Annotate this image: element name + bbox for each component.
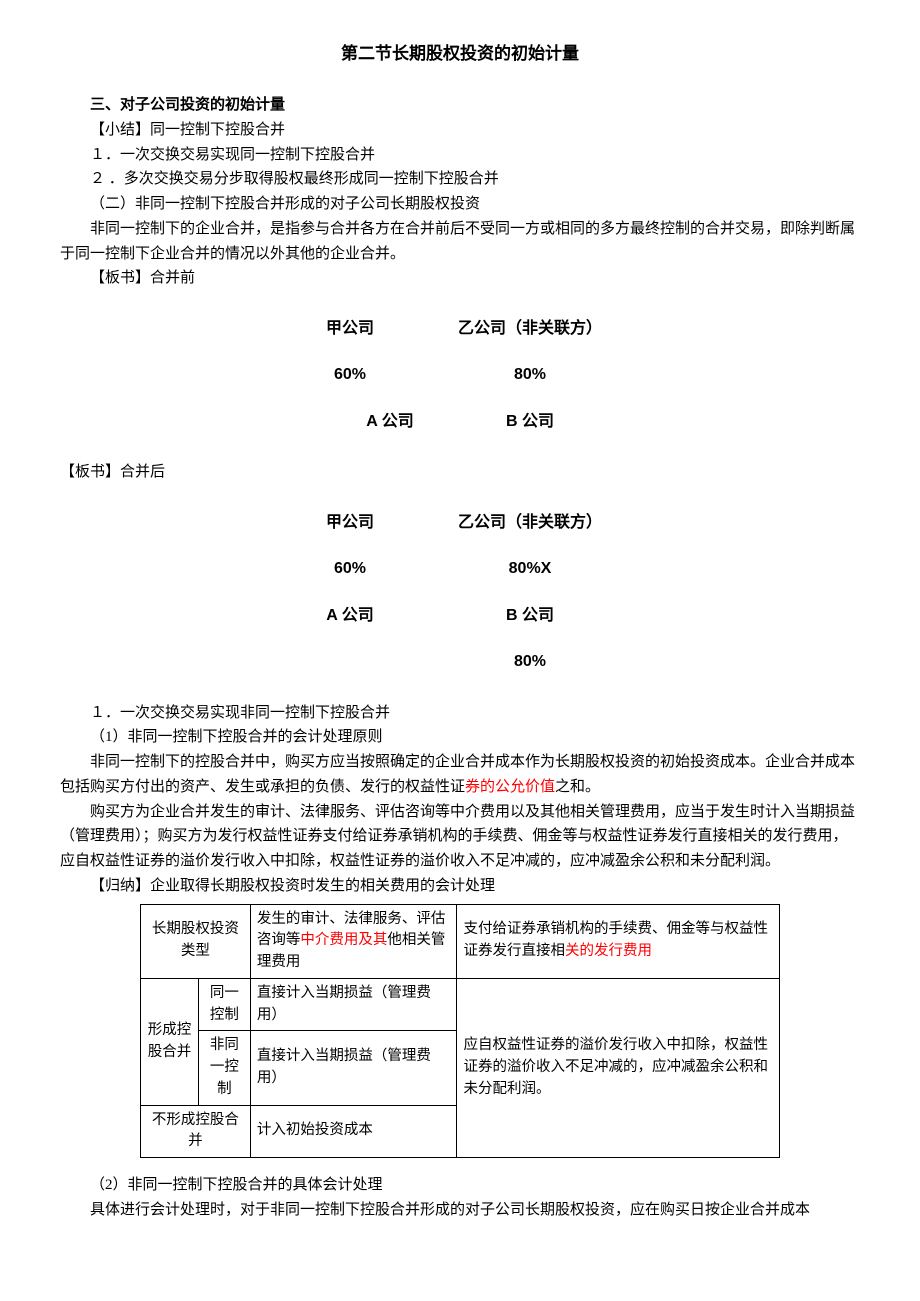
board-label-after: 【板书】合并后 bbox=[60, 460, 860, 485]
table-cell: 应自权益性证券的溢价发行收入中扣除，权益性证券的溢价收入不足冲减的，应冲减盈余公… bbox=[457, 978, 780, 1157]
diagram-node-yi: 乙公司（非关联方） bbox=[450, 316, 610, 342]
paragraph: （二）非同一控制下控股合并形成的对子公司长期股权投资 bbox=[60, 192, 860, 217]
diagram-pct-60: 60% bbox=[310, 362, 390, 388]
diagram-empty bbox=[310, 649, 390, 675]
table-header-type: 长期股权投资类型 bbox=[141, 904, 251, 978]
paragraph: （2）非同一控制下控股合并的具体会计处理 bbox=[60, 1173, 860, 1198]
text-span: 之和。 bbox=[555, 779, 600, 795]
diagram-node-a: A 公司 bbox=[310, 603, 390, 629]
table-cell: 直接计入当期损益（管理费用） bbox=[250, 978, 457, 1031]
paragraph: １．一次交换交易实现同一控制下控股合并 bbox=[60, 143, 860, 168]
paragraph: （1）非同一控制下控股合并的会计处理原则 bbox=[60, 725, 860, 750]
diagram-pct-80-below: 80% bbox=[450, 649, 610, 675]
paragraph: 【归纳】企业取得长期股权投资时发生的相关费用的会计处理 bbox=[60, 874, 860, 899]
diagram-node-jia: 甲公司 bbox=[310, 316, 390, 342]
text-span: 非同一控制下的控股合并中，购买方应当按照确定的企业合并成本作为长期股权投资的初始… bbox=[60, 754, 855, 795]
text-red: 关的发行费用 bbox=[565, 943, 652, 959]
paragraph: 购买方为企业合并发生的审计、法律服务、评估咨询等中介费用以及其他相关管理费用，应… bbox=[60, 800, 860, 874]
paragraph: ２ ．多次交换交易分步取得股权最终形成同一控制下控股合并 bbox=[60, 167, 860, 192]
text-red: 中介费用及其 bbox=[300, 932, 387, 948]
text-red: 券的公允价值 bbox=[465, 779, 555, 795]
table-cell: 不形成控股合并 bbox=[141, 1105, 251, 1158]
paragraph: 非同一控制下的企业合并，是指参与合并各方在合并前后不受同一方或相同的多方最终控制… bbox=[60, 217, 860, 267]
diagram-pct-60: 60% bbox=[310, 556, 390, 582]
table-cell: 形成控股合并 bbox=[141, 978, 199, 1105]
diagram-before-merge: 甲公司 乙公司（非关联方） 60% 80% A 公司 B 公司 bbox=[60, 316, 860, 435]
diagram-node-a: A 公司 bbox=[350, 409, 430, 435]
diagram-pct-80: 80% bbox=[450, 362, 610, 388]
table-cell: 计入初始投资成本 bbox=[250, 1105, 457, 1158]
board-label-before: 【板书】合并前 bbox=[60, 266, 860, 291]
diagram-after-merge: 甲公司 乙公司（非关联方） 60% 80%X A 公司 B 公司 80% bbox=[60, 510, 860, 676]
heading-3: 三、对子公司投资的初始计量 bbox=[60, 93, 860, 118]
paragraph: 具体进行会计处理时，对于非同一控制下控股合并形成的对子公司长期股权投资，应在购买… bbox=[60, 1198, 860, 1223]
paragraph: １．一次交换交易实现非同一控制下控股合并 bbox=[60, 701, 860, 726]
table-header-fee1: 发生的审计、法律服务、评估咨询等中介费用及其他相关管理费用 bbox=[250, 904, 457, 978]
paragraph: 【小结】同一控制下控股合并 bbox=[60, 118, 860, 143]
diagram-node-b: B 公司 bbox=[450, 603, 610, 629]
section-title: 第二节长期股权投资的初始计量 bbox=[60, 40, 860, 68]
diagram-node-b: B 公司 bbox=[490, 409, 570, 435]
fee-table: 长期股权投资类型 发生的审计、法律服务、评估咨询等中介费用及其他相关管理费用 支… bbox=[140, 904, 780, 1159]
paragraph: 非同一控制下的控股合并中，购买方应当按照确定的企业合并成本作为长期股权投资的初始… bbox=[60, 750, 860, 800]
diagram-node-yi: 乙公司（非关联方） bbox=[450, 510, 610, 536]
diagram-node-jia: 甲公司 bbox=[310, 510, 390, 536]
table-header-fee2: 支付给证券承销机构的手续费、佣金等与权益性证券发行直接相关的发行费用 bbox=[457, 904, 780, 978]
table-cell: 直接计入当期损益（管理费用） bbox=[250, 1031, 457, 1105]
table-cell: 同一控制 bbox=[198, 978, 250, 1031]
diagram-pct-80x: 80%X bbox=[450, 556, 610, 582]
table-cell: 非同一控制 bbox=[198, 1031, 250, 1105]
